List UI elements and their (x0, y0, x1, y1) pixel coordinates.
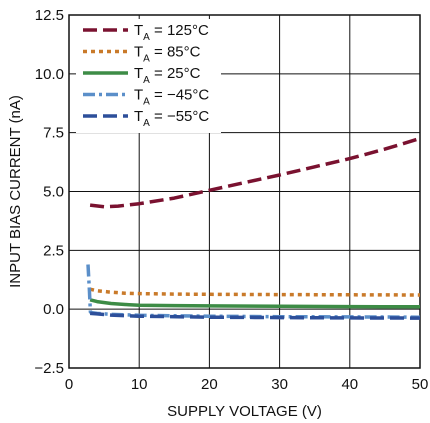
y-axis-label: INPUT BIAS CURRENT (nA) (7, 95, 24, 288)
x-tick-label: 10 (131, 376, 148, 393)
legend-entry-1: TA = 85°C (134, 44, 201, 65)
x-tick-label: 40 (341, 376, 358, 393)
legend-entry-0: TA = 125°C (134, 22, 209, 43)
legend-entry-4: TA = −55°C (134, 108, 209, 129)
legend-background (76, 19, 221, 133)
y-tick-label: 12.5 (35, 7, 64, 24)
x-tick-label: 20 (201, 376, 218, 393)
legend-entry-3: TA = −45°C (134, 87, 209, 108)
x-tick-labels: 0 10 20 30 40 50 (65, 376, 429, 393)
x-tick-label: 50 (412, 376, 429, 393)
series-line-1 (89, 287, 421, 297)
x-axis-label: SUPPLY VOLTAGE (V) (167, 403, 322, 420)
y-tick-labels: −2.5 0.0 2.5 5.0 7.5 10.0 12.5 (34, 7, 64, 377)
y-tick-label: 7.5 (43, 125, 64, 142)
y-tick-label: 5.0 (43, 184, 64, 201)
x-tick-label: 0 (65, 376, 73, 393)
x-tick-label: 30 (271, 376, 288, 393)
y-tick-label: −2.5 (34, 360, 64, 377)
y-tick-label: 10.0 (35, 66, 64, 83)
series-line-0 (89, 136, 421, 209)
series-line-2 (89, 298, 421, 309)
plot-frame (68, 14, 421, 369)
series-line-4 (89, 311, 421, 320)
series-layer (86, 136, 421, 320)
legend: TA = 125°CTA = 85°CTA = 25°CTA = −45°CTA… (76, 19, 221, 133)
legend-entry-2: TA = 25°C (134, 65, 201, 86)
y-tick-label: 2.5 (43, 242, 64, 259)
y-tick-label: 0.0 (43, 301, 64, 318)
